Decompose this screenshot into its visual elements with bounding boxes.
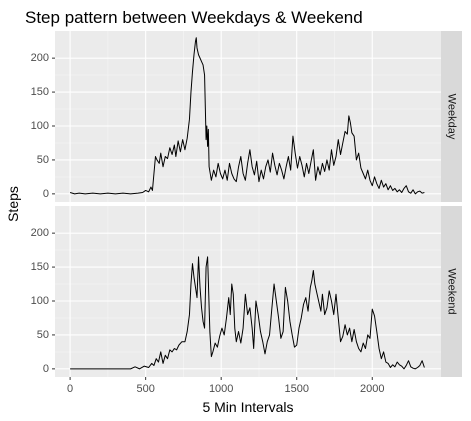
x-tick-label: 500 (136, 383, 154, 395)
panel-background (55, 206, 441, 377)
facet-strip-label: Weekend (446, 268, 458, 314)
facet-strip (441, 206, 462, 377)
chart-title: Step pattern between Weekdays & Weekend (25, 8, 363, 27)
y-tick-label: 50 (37, 154, 49, 166)
y-axis-label: Steps (5, 186, 21, 222)
facet-strip-label: Weekday (446, 94, 458, 140)
facet-panel-weekend: Weekend 0 50 100 150 200 (31, 206, 462, 377)
y-tick-label: 50 (37, 329, 49, 341)
facet-panel-weekday: Weekday 0 50 100 150 200 (31, 31, 462, 202)
weekday-series-line (69, 37, 425, 195)
y-axis-ticks: 0 50 100 150 200 (31, 227, 55, 375)
y-tick-label: 150 (31, 261, 49, 273)
weekend-series-line (70, 256, 425, 370)
x-tick-label: 1000 (209, 383, 233, 395)
x-axis-ticks: 0 500 1000 1500 2000 (67, 377, 385, 395)
y-tick-label: 150 (31, 86, 49, 98)
x-tick-label: 0 (67, 383, 73, 395)
panel-gridlines (55, 206, 441, 377)
y-tick-label: 200 (31, 227, 49, 239)
y-tick-label: 0 (43, 363, 49, 375)
y-tick-label: 100 (31, 295, 49, 307)
y-tick-label: 100 (31, 120, 49, 132)
y-axis-ticks: 0 50 100 150 200 (31, 52, 55, 200)
y-tick-label: 0 (43, 188, 49, 200)
panel-background (55, 31, 441, 202)
x-tick-label: 2000 (360, 383, 384, 395)
x-tick-label: 1500 (284, 383, 308, 395)
facet-strip (441, 31, 462, 202)
y-tick-label: 200 (31, 52, 49, 64)
x-axis-label: 5 Min Intervals (202, 399, 293, 415)
